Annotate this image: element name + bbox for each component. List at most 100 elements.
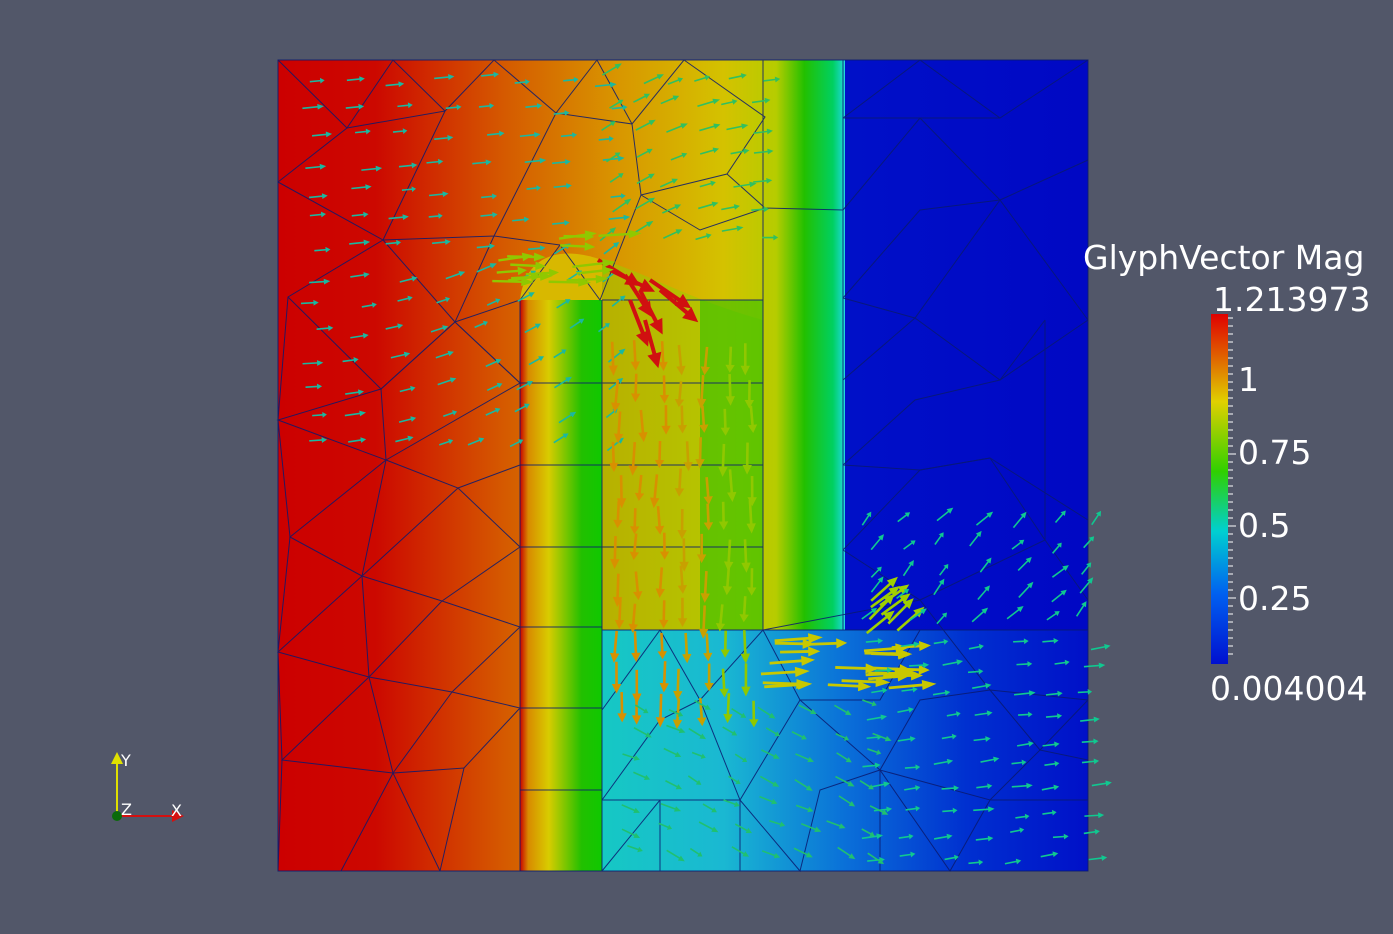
- glyph-arrow: [486, 300, 498, 306]
- glyph-arrowhead: [764, 97, 771, 104]
- glyph-arrowhead: [698, 628, 709, 639]
- glyph-arrow: [726, 693, 731, 716]
- glyph-arrowhead: [449, 377, 457, 383]
- glyph-arrowhead: [655, 588, 665, 598]
- glyph-arrow: [639, 409, 645, 435]
- glyph-arrowhead: [703, 496, 713, 505]
- glyph-arrowhead: [915, 805, 921, 812]
- glyph-arrowhead: [882, 687, 888, 694]
- glyph-arrowhead: [407, 102, 413, 109]
- scalar-bar[interactable]: GlyphVector Mag 1.213973 1 0.75 0.5 0.25…: [1083, 238, 1370, 708]
- glyph-arrowhead: [452, 410, 458, 416]
- glyph-arrowhead: [562, 433, 569, 439]
- glyph-arrowhead: [638, 432, 648, 443]
- glyph-arrowhead: [609, 81, 617, 88]
- glyph-arrow: [934, 534, 943, 545]
- glyph-arrow: [685, 441, 690, 464]
- glyph-arrow: [870, 581, 893, 602]
- glyph-arrow: [553, 435, 566, 444]
- glyph-arrowhead: [909, 736, 916, 742]
- glyph-arrowhead: [564, 110, 570, 116]
- glyph-arrow: [1084, 814, 1100, 817]
- glyph-arrow: [936, 510, 950, 522]
- glyph-arrowhead: [678, 727, 686, 734]
- glyph-arrowhead: [725, 364, 735, 373]
- glyph-arrowhead: [1093, 716, 1100, 723]
- glyph-arrowhead: [746, 523, 756, 534]
- glyph-arrow: [721, 668, 726, 691]
- glyph-arrowhead: [733, 204, 740, 210]
- glyph-arrowhead: [700, 366, 710, 376]
- glyph-arrowhead: [865, 663, 879, 674]
- glyph-arrow: [972, 684, 987, 689]
- glyph-arrowhead: [695, 779, 702, 785]
- glyph-arrowhead: [985, 682, 992, 689]
- glyph-arrowhead: [814, 826, 822, 832]
- glyph-arrow: [1004, 860, 1018, 865]
- glyph-arrowhead: [1026, 581, 1034, 589]
- glyph-arrowhead: [902, 598, 914, 610]
- glyph-arrow: [514, 81, 527, 84]
- glyph-arrow: [1051, 567, 1066, 578]
- glyph-arrow: [474, 322, 485, 329]
- scalar-bar-tick-025: 0.25: [1238, 579, 1311, 618]
- glyph-arrow: [434, 136, 449, 140]
- glyph-arrow: [552, 161, 567, 165]
- glyph-arrowhead: [365, 128, 371, 135]
- glyph-arrow: [438, 440, 450, 446]
- glyph-arrowhead: [442, 325, 449, 331]
- glyph-arrow: [609, 101, 621, 109]
- glyph-arrow: [1054, 512, 1064, 524]
- glyph-arrow: [445, 106, 458, 110]
- glyph-arrow: [733, 183, 752, 188]
- glyph-arrowhead: [807, 756, 814, 763]
- glyph-arrow: [1088, 857, 1103, 861]
- glyph-arrowhead: [700, 593, 710, 603]
- glyph-arrowhead: [712, 98, 720, 105]
- glyph-arrow: [942, 809, 954, 813]
- glyph-arrowhead: [637, 846, 643, 853]
- glyph-arrowhead: [535, 261, 547, 271]
- glyph-arrowhead: [766, 177, 773, 184]
- glyph-arrowhead: [747, 424, 758, 433]
- scalar-bar-ticks: [1228, 317, 1236, 655]
- glyph-arrowhead: [720, 649, 730, 658]
- glyph-arrow: [865, 615, 889, 635]
- glyph-arrow: [873, 808, 888, 812]
- glyph-arrow: [361, 304, 374, 308]
- glyph-arrowhead: [648, 173, 655, 180]
- glyph-arrow: [1011, 761, 1023, 765]
- glyph-arrow: [385, 241, 398, 245]
- glyph-arrow: [660, 803, 677, 811]
- glyph-arrowhead: [445, 296, 450, 303]
- glyph-arrowhead: [624, 198, 632, 205]
- glyph-arrow: [861, 835, 878, 840]
- glyph-arrowhead: [539, 157, 547, 164]
- glyph-arrow: [663, 230, 679, 239]
- glyph-arrow: [694, 76, 707, 82]
- glyph-arrow: [899, 853, 912, 857]
- glyph-arrow: [385, 83, 400, 87]
- glyph-arrowhead: [807, 806, 814, 813]
- glyph-arrow: [835, 666, 868, 670]
- glyph-arrow: [691, 751, 703, 758]
- glyph-arrow: [508, 275, 533, 282]
- glyph-arrow: [467, 439, 481, 446]
- glyph-arrowhead: [794, 666, 810, 677]
- glyph-arrowhead: [1054, 741, 1060, 748]
- glyph-arrow: [763, 78, 777, 82]
- glyph-arrow: [309, 213, 323, 217]
- glyph-arrow: [795, 804, 810, 811]
- glyph-arrowhead: [955, 711, 961, 717]
- glyph-arrow: [700, 375, 705, 401]
- glyph-arrow: [606, 153, 618, 163]
- glyph-arrow: [443, 411, 454, 418]
- glyph-arrowhead: [741, 562, 751, 573]
- glyph-arrow: [834, 704, 848, 714]
- glyph-arrow: [1052, 835, 1065, 839]
- glyph-arrow: [974, 712, 989, 716]
- glyph-arrow: [622, 753, 636, 759]
- glyph-arrow: [670, 154, 684, 161]
